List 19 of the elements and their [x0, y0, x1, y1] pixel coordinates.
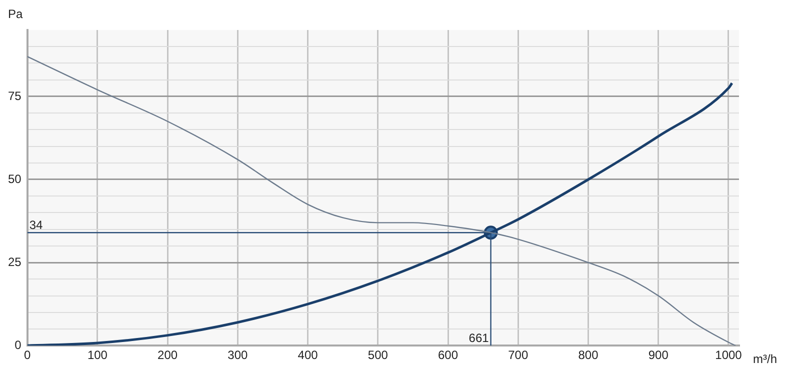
y-tick-label: 0 [14, 338, 22, 352]
y-tick-label: 50 [8, 172, 22, 186]
y-tick-label: 25 [8, 254, 22, 269]
annotation: 661 [468, 330, 490, 345]
y-tick-label: 75 [8, 88, 22, 103]
x-tick-label: 900 [648, 348, 669, 362]
x-tick-label: 700 [508, 348, 528, 362]
x-tick-label: 600 [438, 348, 458, 362]
x-tick-label: 400 [298, 348, 318, 362]
x-tick-label: 500 [368, 348, 388, 362]
y-axis-title: Pa [8, 7, 24, 21]
x-tick-label: 800 [578, 348, 599, 362]
x-tick-label: 200 [158, 348, 178, 362]
x-tick-label: 100 [87, 348, 108, 362]
annotation: 34 [29, 218, 44, 232]
x-tick-label: 1000 [715, 348, 742, 362]
x-tick-label: 300 [228, 348, 248, 362]
x-axis-title: m³/h [753, 352, 777, 366]
x-tick-label: 0 [24, 348, 32, 362]
